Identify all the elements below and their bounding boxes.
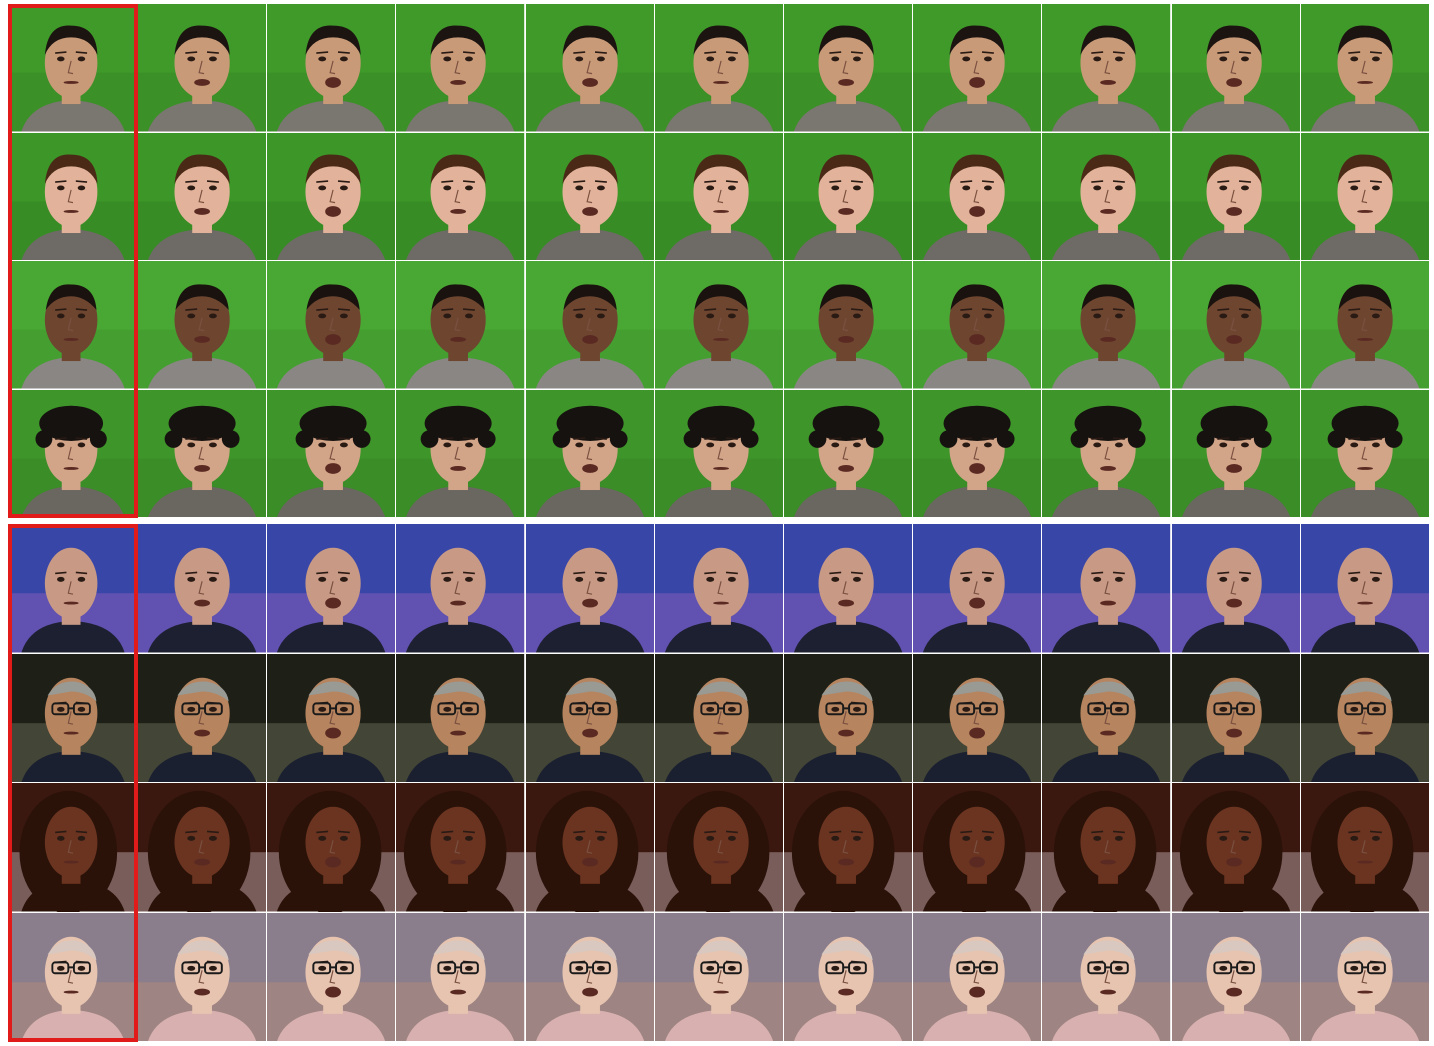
generated-face-tile [525,389,654,517]
generated-face-tile [267,912,396,1041]
generated-face-tile [913,783,1042,912]
generated-face-tile [1300,4,1429,132]
generated-face-tile [396,653,525,782]
generated-face-tile [1171,261,1300,389]
generated-face-tile [913,389,1042,517]
generated-face-tile [784,132,913,260]
generated-face-tile [138,261,267,389]
generated-face-tile [267,261,396,389]
generated-face-tile [267,4,396,132]
generated-face-tile [396,912,525,1041]
section-divider [0,518,1434,524]
generated-face-tile [396,4,525,132]
bottom-grid-tiles [0,524,1434,1042]
generated-face-tile [1042,132,1171,260]
generated-face-tile [138,4,267,132]
generated-face-tile [1042,524,1171,653]
generated-face-tile [525,783,654,912]
reference-face-tile [12,783,134,912]
generated-face-tile [267,783,396,912]
generated-face-tile [525,653,654,782]
generated-face-tile [138,912,267,1041]
generated-face-tile [1300,132,1429,260]
generated-face-tile [525,261,654,389]
generated-face-tile [1171,132,1300,260]
generated-face-tile [1300,524,1429,653]
bottom-face-grid [0,524,1434,1042]
generated-face-tile [525,132,654,260]
generated-face-tile [525,912,654,1041]
generated-face-tile [1171,912,1300,1041]
generated-face-tile [784,912,913,1041]
generated-face-tile [1171,653,1300,782]
generated-face-tile [396,132,525,260]
generated-face-tile [1300,389,1429,517]
top-grid-tiles [0,4,1434,518]
generated-face-tile [1171,389,1300,517]
generated-face-tile [267,132,396,260]
generated-face-tile [1042,653,1171,782]
generated-face-tile [138,653,267,782]
generated-face-tile [1171,4,1300,132]
generated-face-tile [654,912,783,1041]
generated-face-tile [654,261,783,389]
generated-face-tile [1042,389,1171,517]
generated-face-tile [913,524,1042,653]
generated-face-tile [138,783,267,912]
generated-face-tile [396,524,525,653]
generated-face-tile [138,132,267,260]
generated-face-tile [654,4,783,132]
generated-face-tile [913,653,1042,782]
generated-face-tile [1042,4,1171,132]
generated-face-tile [784,524,913,653]
generated-face-tile [267,389,396,517]
generated-face-tile [1042,261,1171,389]
generated-face-tile [1171,783,1300,912]
generated-face-tile [1300,653,1429,782]
generated-face-tile [784,4,913,132]
reference-face-tile [12,4,134,132]
generated-face-tile [654,389,783,517]
generated-face-tile [913,261,1042,389]
generated-face-tile [1300,912,1429,1041]
generated-face-tile [267,653,396,782]
reference-face-tile [12,524,134,653]
generated-face-tile [396,783,525,912]
reference-face-tile [12,389,134,517]
reference-face-tile [12,132,134,260]
generated-face-tile [784,653,913,782]
generated-face-tile [267,524,396,653]
generated-face-tile [913,132,1042,260]
generated-face-tile [654,783,783,912]
generated-face-tile [525,4,654,132]
reference-face-tile [12,912,134,1041]
generated-face-tile [913,912,1042,1041]
generated-face-tile [1171,524,1300,653]
generated-face-tile [654,132,783,260]
generated-face-tile [1300,783,1429,912]
generated-face-tile [525,524,654,653]
generated-face-tile [784,783,913,912]
generated-face-tile [396,261,525,389]
generated-face-tile [138,524,267,653]
generated-face-tile [654,653,783,782]
generated-face-tile [784,261,913,389]
reference-face-tile [12,261,134,389]
generated-face-tile [654,524,783,653]
generated-face-tile [1042,783,1171,912]
generated-face-tile [396,389,525,517]
top-face-grid [0,4,1434,518]
generated-face-tile [138,389,267,517]
generated-face-tile [1042,912,1171,1041]
reference-face-tile [12,653,134,782]
generated-face-tile [1300,261,1429,389]
generated-face-tile [784,389,913,517]
generated-face-tile [913,4,1042,132]
